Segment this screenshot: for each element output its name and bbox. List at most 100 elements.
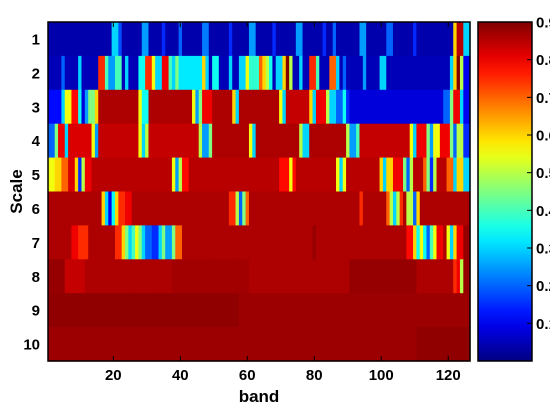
heatmap-cell — [272, 259, 277, 294]
heatmap-cell — [202, 55, 207, 91]
heatmap-cell — [386, 191, 391, 226]
heatmap-cell — [148, 123, 153, 159]
heatmap-cell — [346, 259, 351, 294]
heatmap-cell — [178, 259, 183, 294]
heatmap-cell — [329, 293, 334, 328]
heatmap-cell — [198, 327, 203, 362]
heatmap-cell — [262, 191, 267, 226]
heatmap-cell — [339, 55, 344, 91]
heatmap-cell — [114, 89, 119, 125]
heatmap-cell — [409, 225, 414, 260]
heatmap-cell — [151, 293, 156, 328]
heatmap-cell — [379, 123, 384, 159]
heatmap-cell — [439, 157, 444, 193]
heatmap-cell — [68, 123, 73, 159]
heatmap-cell — [332, 157, 337, 193]
heatmap-cell — [118, 191, 123, 226]
heatmap-cell — [71, 191, 76, 226]
heatmap-cell — [138, 123, 143, 159]
heatmap-cell — [118, 157, 123, 193]
heatmap-cell — [101, 157, 106, 193]
heatmap-cell — [342, 22, 347, 57]
heatmap-cell — [376, 327, 381, 362]
y-tick-label: 6 — [32, 201, 40, 218]
heatmap-cell — [222, 55, 227, 91]
heatmap-cell — [446, 55, 451, 91]
heatmap-cell — [406, 293, 411, 328]
heatmap-cell — [171, 259, 176, 294]
heatmap-cell — [336, 22, 340, 57]
heatmap-cell — [202, 327, 207, 362]
heatmap-cell — [51, 123, 56, 159]
heatmap-cell — [48, 327, 52, 362]
heatmap-cell — [262, 327, 267, 362]
heatmap-cell — [346, 327, 351, 362]
heatmap-cell — [275, 123, 280, 159]
heatmap-cell — [158, 123, 163, 159]
heatmap-cell — [352, 89, 357, 125]
heatmap-cell — [265, 157, 270, 193]
heatmap-cell — [423, 89, 428, 125]
x-tick-label: 120 — [436, 367, 461, 384]
heatmap-cell — [449, 191, 454, 226]
heatmap-cell — [178, 293, 183, 328]
heatmap-cell — [155, 22, 160, 57]
heatmap-cell — [98, 225, 103, 260]
heatmap-cell — [362, 225, 367, 260]
heatmap-cell — [51, 327, 56, 362]
heatmap-cell — [309, 225, 314, 260]
heatmap-cell — [453, 191, 458, 226]
heatmap-cell — [118, 22, 123, 57]
heatmap-cell — [175, 293, 180, 328]
heatmap-cell — [433, 225, 438, 260]
y-tick-label: 7 — [32, 235, 40, 252]
heatmap-cell — [94, 89, 99, 125]
heatmap-cell — [205, 191, 210, 226]
heatmap-cell — [386, 293, 391, 328]
heatmap-cell — [456, 293, 461, 328]
heatmap-cell — [245, 191, 250, 226]
heatmap-cell — [289, 293, 294, 328]
heatmap-cell — [212, 123, 217, 159]
heatmap-cell — [245, 89, 250, 125]
heatmap-cell — [433, 191, 438, 226]
heatmap-cell — [158, 22, 163, 57]
heatmap-cell — [359, 157, 364, 193]
heatmap-cell — [78, 225, 83, 260]
heatmap-cell — [114, 327, 119, 362]
heatmap-cell — [255, 157, 260, 193]
heatmap-cell — [202, 123, 207, 159]
heatmap-cell — [68, 225, 73, 260]
heatmap-cell — [185, 55, 190, 91]
heatmap-cell — [198, 157, 203, 193]
heatmap-cell — [359, 191, 364, 226]
heatmap-cell — [51, 55, 56, 91]
heatmap-cell — [403, 259, 407, 294]
heatmap-cell — [198, 123, 203, 159]
heatmap-cell — [78, 259, 83, 294]
heatmap-cell — [91, 55, 96, 91]
heatmap-cell — [332, 327, 337, 362]
heatmap-cell — [58, 55, 62, 91]
heatmap-cell — [379, 22, 384, 57]
heatmap-cell — [459, 259, 464, 294]
heatmap-cell — [81, 55, 86, 91]
heatmap-cell — [232, 293, 237, 328]
heatmap-cell — [346, 22, 351, 57]
heatmap-cell — [362, 293, 367, 328]
heatmap-cell — [148, 89, 153, 125]
heatmap-cell — [78, 293, 83, 328]
heatmap-cell — [175, 157, 180, 193]
heatmap-cell — [382, 327, 387, 362]
heatmap-cell — [61, 191, 66, 226]
heatmap-cell — [272, 191, 277, 226]
heatmap-cell — [245, 22, 250, 57]
heatmap-cell — [433, 157, 438, 193]
heatmap-cell — [342, 55, 347, 91]
heatmap-cell — [202, 225, 207, 260]
heatmap-cell — [352, 259, 357, 294]
heatmap-cell — [346, 191, 351, 226]
heatmap-cell — [118, 123, 123, 159]
x-tick-label: 40 — [172, 367, 189, 384]
heatmap-cell — [94, 157, 99, 193]
